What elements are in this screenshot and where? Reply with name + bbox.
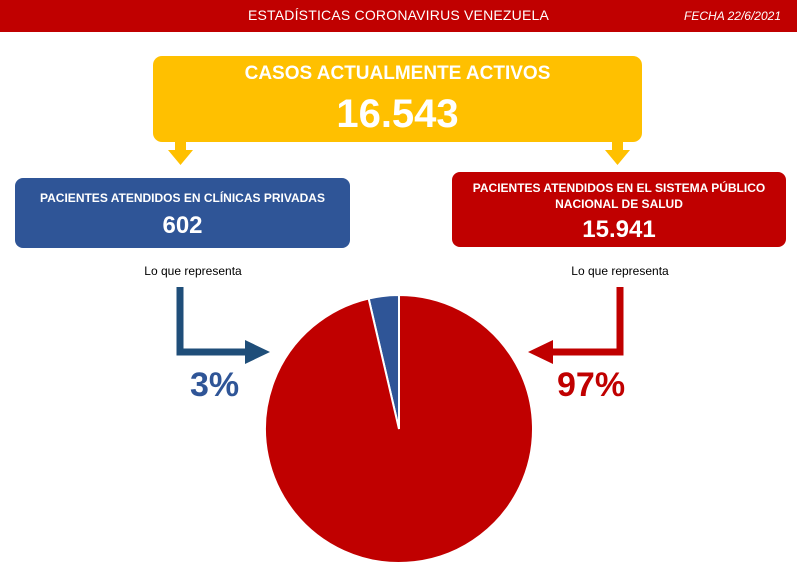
public-system-box: PACIENTES ATENDIDOS EN EL SISTEMA PÚBLIC… [452,172,786,247]
header-bar: ESTADÍSTICAS CORONAVIRUS VENEZUELA FECHA… [0,0,797,32]
pie-slice-public [264,293,534,564]
header-date: FECHA 22/6/2021 [684,9,781,23]
private-arrowhead [245,340,270,364]
public-connector [553,287,624,356]
public-system-label: PACIENTES ATENDIDOS EN EL SISTEMA PÚBLIC… [472,181,766,211]
public-percent: 97% [557,366,626,404]
total-arrow-right [605,138,630,165]
private-connector [176,287,245,356]
public-system-value: 15.941 [582,216,656,243]
public-represent-text: Lo que representa [571,264,669,278]
private-clinics-label: PACIENTES ATENDIDOS EN CLÍNICAS PRIVADAS [40,191,325,205]
pie-chart [264,293,534,564]
total-cases-label: CASOS ACTUALMENTE ACTIVOS [244,63,551,84]
private-clinics-value: 602 [162,212,203,239]
private-clinics-box: PACIENTES ATENDIDOS EN CLÍNICAS PRIVADAS… [15,178,350,248]
total-arrow-left [168,138,193,165]
header-title: ESTADÍSTICAS CORONAVIRUS VENEZUELA [247,7,550,23]
private-represent-text: Lo que representa [144,264,242,278]
public-arrowhead [528,340,553,364]
total-cases-value: 16.543 [336,92,459,136]
private-percent: 3% [190,366,240,404]
total-cases-box: CASOS ACTUALMENTE ACTIVOS 16.543 [153,56,642,142]
